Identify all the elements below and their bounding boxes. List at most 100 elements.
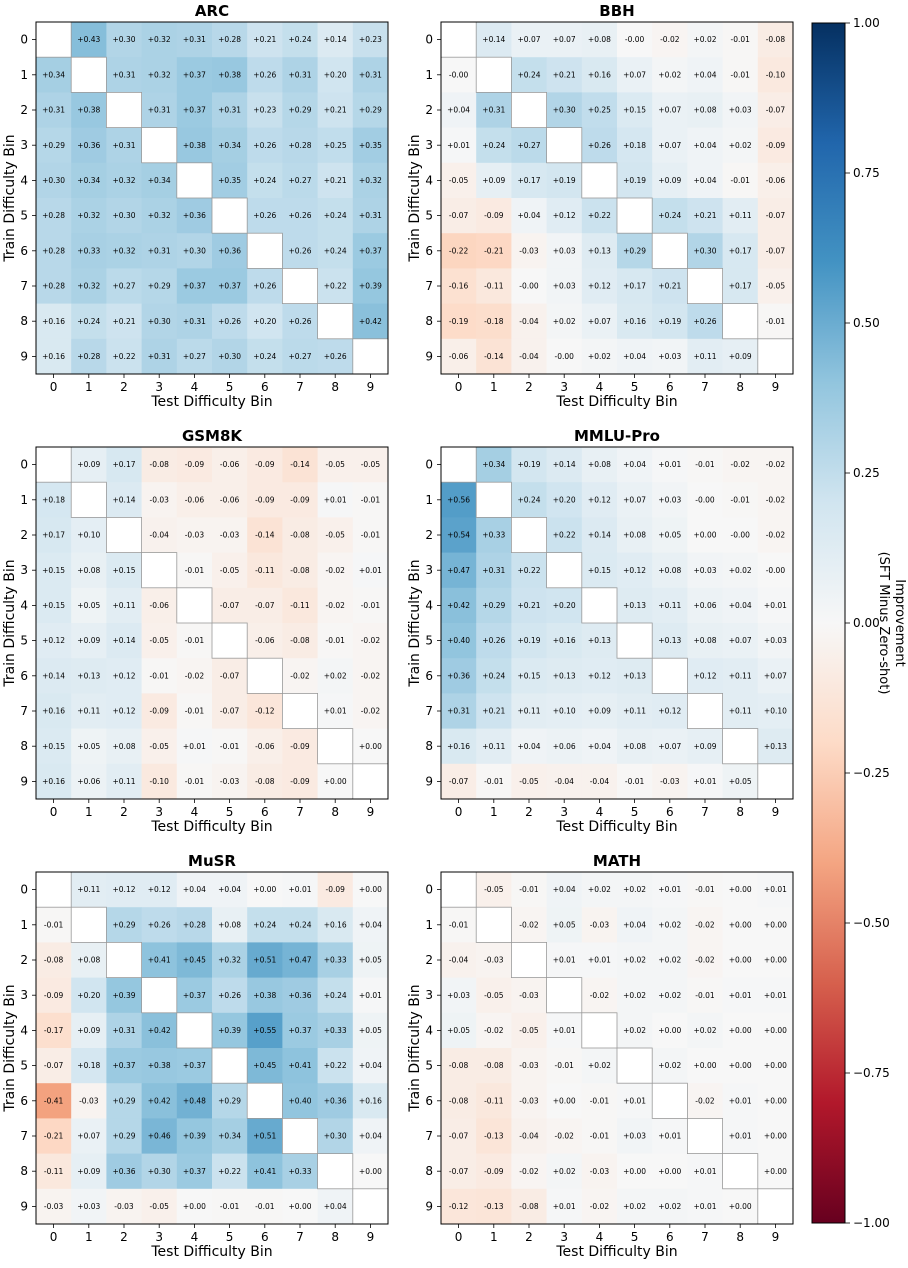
x-axis-label: Test Difficulty Bin: [150, 819, 272, 835]
cell-value-label: +0.26: [253, 282, 276, 291]
cell-value-label: -0.00: [730, 531, 750, 540]
cell-value-label: +0.04: [447, 106, 470, 115]
heatmap-cell: [352, 1188, 389, 1225]
heatmap-cell: [617, 22, 653, 58]
cell-value-label: +0.30: [324, 1132, 347, 1141]
cell-value-label: +0.11: [729, 707, 752, 716]
heatmap-cell: [176, 1012, 213, 1049]
cell-value-label: +0.07: [623, 70, 646, 79]
heatmap-cell: [476, 22, 512, 58]
cell-value-label: +0.37: [183, 1061, 206, 1070]
y-axis-label: Train Difficulty Bin: [407, 559, 423, 687]
cell-value-label: +0.00: [359, 742, 382, 751]
heatmap-cell: [652, 872, 688, 908]
cell-value-label: +0.26: [694, 317, 717, 326]
x-tick-label: 3: [560, 805, 568, 819]
heatmap-cell: [36, 233, 72, 269]
heatmap-cell: [247, 552, 283, 589]
cell-value-label: +0.00: [729, 1026, 752, 1035]
cell-value-label: +0.02: [658, 70, 681, 79]
heatmap-cell: [652, 268, 688, 304]
y-tick-label: 9: [20, 774, 28, 788]
cell-value-label: -0.11: [484, 1096, 504, 1105]
heatmap-cell: [352, 693, 389, 729]
heatmap-cell: [687, 728, 723, 765]
cell-value-label: -0.07: [449, 211, 469, 220]
heatmap-cell: [106, 907, 142, 943]
cell-value-label: +0.02: [588, 352, 611, 361]
heatmap-cell: [652, 942, 688, 978]
cell-value-label: +0.30: [148, 317, 171, 326]
heatmap-cell: [511, 763, 547, 800]
heatmap-cell: [757, 977, 794, 1014]
heatmap-cell: [212, 127, 248, 164]
cell-value-label: +0.02: [623, 956, 646, 965]
heatmap-cell: [722, 1118, 759, 1154]
y-axis-label: Train Difficulty Bin: [407, 984, 423, 1112]
cell-value-label: +0.04: [623, 352, 646, 361]
cell-value-label: +0.12: [113, 707, 136, 716]
heatmap-cell: [476, 763, 512, 800]
heatmap-cell: [687, 1012, 723, 1049]
cell-value-label: -0.10: [766, 70, 786, 79]
cell-value-label: +0.28: [218, 35, 241, 44]
panel-title: MATH: [593, 852, 641, 870]
cell-value-label: -0.06: [449, 352, 469, 361]
x-tick-label: 8: [331, 1230, 339, 1244]
y-tick-label: 7: [20, 1129, 28, 1143]
heatmap-cell: [652, 92, 688, 128]
heatmap-cell: [176, 57, 213, 93]
diagonal-cell-outline: [317, 303, 354, 340]
heatmap-cell: [581, 1188, 618, 1225]
cell-value-label: +0.16: [553, 636, 576, 645]
heatmap-cell: [546, 1012, 583, 1049]
heatmap-cell: [652, 198, 688, 234]
y-tick-label: 2: [20, 953, 28, 967]
y-axis-label: Train Difficulty Bin: [2, 559, 18, 687]
heatmap-cell: [476, 1188, 512, 1225]
cell-value-label: +0.16: [42, 352, 65, 361]
cell-value-label: +0.07: [588, 317, 611, 326]
diagonal-cell-outline: [281, 1118, 318, 1155]
heatmap-cell: [546, 127, 583, 164]
plot-frame: [35, 21, 389, 375]
heatmap-cell: [511, 162, 547, 199]
heatmap-cell: [352, 517, 389, 553]
heatmap-cell: [652, 233, 688, 269]
cell-value-label: +0.22: [218, 1167, 241, 1176]
heatmap-cell: [617, 57, 653, 93]
heatmap-cell: [441, 728, 477, 765]
x-tick-label: 5: [631, 1230, 639, 1244]
y-tick-label: 4: [425, 598, 433, 612]
y-tick-label: 1: [20, 68, 28, 82]
heatmap-cell: [141, 233, 178, 269]
heatmap-cell: [546, 1118, 583, 1154]
heatmap-cell: [511, 1118, 547, 1154]
cell-value-label: -0.05: [519, 1026, 539, 1035]
heatmap-cell: [176, 482, 213, 518]
panel-title: MMLU-Pro: [574, 427, 660, 445]
cell-value-label: +0.45: [253, 1061, 276, 1070]
heatmap-cell: [352, 1048, 389, 1084]
cell-value-label: +0.31: [482, 106, 505, 115]
cell-value-label: +0.01: [694, 1167, 717, 1176]
heatmap-cell: [106, 233, 142, 269]
cell-value-label: +0.31: [359, 70, 382, 79]
heatmap-cell: [687, 977, 723, 1014]
diagonal-cell-outline: [581, 587, 618, 624]
cell-value-label: -0.02: [325, 601, 345, 610]
x-tick-label: 3: [560, 380, 568, 394]
heatmap-cell: [141, 57, 178, 93]
y-tick-label: 7: [425, 1129, 433, 1143]
heatmap-cell: [247, 517, 283, 553]
cell-value-label: +0.27: [518, 141, 541, 150]
heatmap-cell: [581, 57, 618, 93]
heatmap-cell: [212, 907, 248, 943]
heatmap-cell: [352, 587, 389, 624]
heatmap-cell: [106, 728, 142, 765]
heatmap-cell: [511, 447, 547, 483]
heatmap-cell: [722, 872, 759, 908]
heatmap-cell: [106, 763, 142, 800]
cell-value-label: -0.03: [484, 956, 504, 965]
cell-value-label: +0.19: [623, 176, 646, 185]
